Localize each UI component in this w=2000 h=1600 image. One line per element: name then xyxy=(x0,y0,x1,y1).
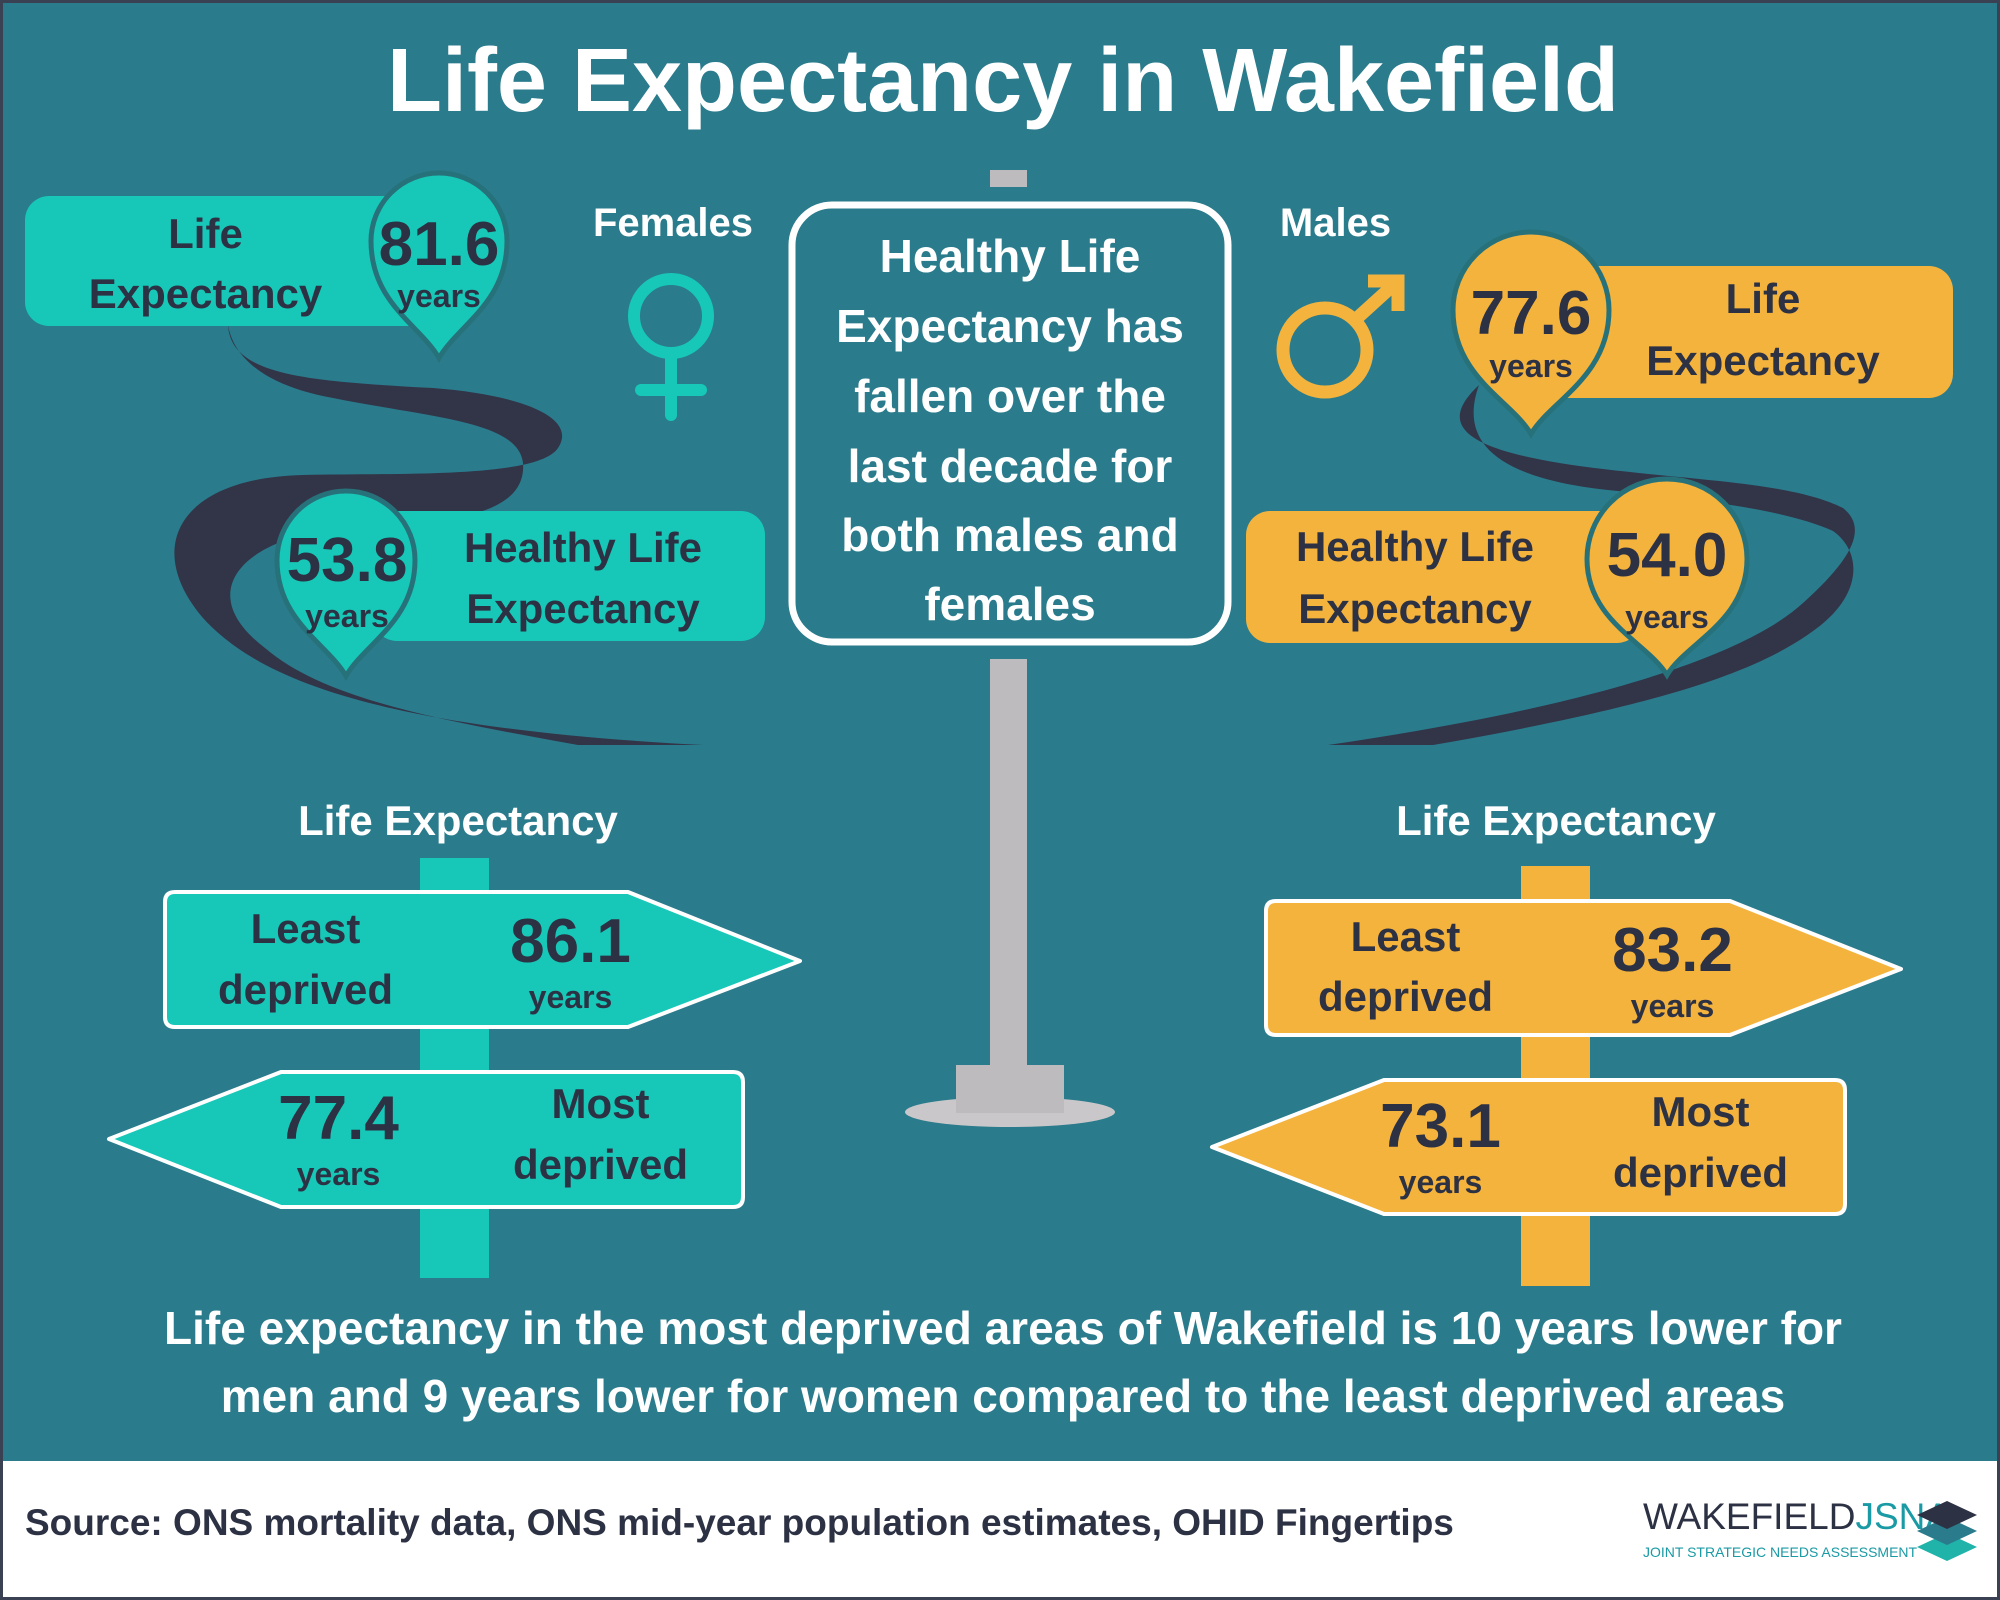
logo-subtitle: JOINT STRATEGIC NEEDS ASSESSMENT xyxy=(1643,1544,1918,1560)
sign-line-2: Expectancy has xyxy=(836,300,1184,352)
female-le-pin xyxy=(368,170,510,364)
female-least-value: 86.1 xyxy=(510,907,631,976)
male-least-unit: years xyxy=(1630,988,1715,1024)
male-le-unit: years xyxy=(1489,348,1573,384)
female-le-label-line1: Life xyxy=(168,210,243,257)
male-deprivation-heading: Life Expectancy xyxy=(1396,797,1716,844)
female-most-label-line1: Most xyxy=(551,1080,650,1127)
female-most-deprived-arrow xyxy=(107,1070,745,1209)
sign-line-4: last decade for xyxy=(847,440,1173,492)
male-le-pin xyxy=(1450,229,1612,440)
male-symbol-icon xyxy=(1276,274,1405,399)
male-least-deprived-arrow xyxy=(1264,899,1903,1037)
sign-line-1: Healthy Life xyxy=(879,230,1141,282)
male-hle-value: 54.0 xyxy=(1606,521,1728,590)
sign-line-6: females xyxy=(924,578,1096,630)
male-least-value: 83.2 xyxy=(1612,916,1733,985)
sign-post-base xyxy=(956,1065,1064,1113)
female-le-unit: years xyxy=(397,278,481,314)
female-least-label-line1: Least xyxy=(250,905,361,952)
male-most-label-line2: deprived xyxy=(1612,1149,1789,1196)
footer-source: Source: ONS mortality data, ONS mid-year… xyxy=(25,1502,1454,1543)
footer: Source: ONS mortality data, ONS mid-year… xyxy=(3,1461,1997,1597)
stacked-layers-icon xyxy=(1917,1501,1977,1561)
male-hle-pin xyxy=(1584,476,1750,680)
female-hle-label-line1: Healthy Life xyxy=(463,524,703,571)
male-hle-label-line2: Expectancy xyxy=(1298,585,1532,632)
female-hle-value: 53.8 xyxy=(286,526,408,595)
female-hle-label-line2: Expectancy xyxy=(466,585,700,632)
male-least-label-line2: deprived xyxy=(1317,973,1494,1020)
female-least-label-line2: deprived xyxy=(217,966,394,1013)
female-le-label-bg xyxy=(25,196,437,326)
male-most-value: 73.1 xyxy=(1380,1092,1501,1161)
sign-line-3: fallen over the xyxy=(854,370,1166,422)
sign-post xyxy=(990,659,1027,1069)
female-deprivation-heading: Life Expectancy xyxy=(298,797,618,844)
female-least-unit: years xyxy=(528,979,613,1015)
male-hle-label-bg xyxy=(1246,511,1641,643)
female-le-value: 81.6 xyxy=(378,210,500,279)
male-least-label-line1: Least xyxy=(1350,913,1461,960)
male-most-deprived-arrow xyxy=(1210,1078,1847,1216)
female-le-label-line2: Expectancy xyxy=(88,270,323,317)
male-road xyxy=(1328,385,1855,745)
summary-line-1: Life expectancy in the most deprived are… xyxy=(164,1302,1842,1354)
female-hle-pin xyxy=(274,488,418,682)
male-hle-label-line1: Healthy Life xyxy=(1295,523,1535,570)
sign-post-top xyxy=(990,170,1027,187)
female-symbol-icon xyxy=(628,273,714,421)
sign-line-5: both males and xyxy=(841,509,1179,561)
infographic-graphics xyxy=(25,170,1953,1286)
sign-board xyxy=(788,201,1232,646)
male-most-label-line1: Most xyxy=(1651,1088,1750,1135)
females-heading: Females xyxy=(592,201,754,245)
female-hle-unit: years xyxy=(305,598,389,634)
male-le-value: 77.6 xyxy=(1470,279,1592,348)
male-le-label-line2: Expectancy xyxy=(1646,337,1880,384)
logo-wordmark: WAKEFIELDJSNA xyxy=(1643,1495,1950,1539)
female-least-deprived-arrow xyxy=(163,890,802,1029)
male-most-unit: years xyxy=(1398,1164,1483,1200)
male-hle-unit: years xyxy=(1625,599,1709,635)
page-title: Life Expectancy in Wakefield xyxy=(386,31,1620,131)
summary-line-2: men and 9 years lower for women compared… xyxy=(220,1370,1786,1422)
female-hle-label-bg xyxy=(373,511,765,641)
logo-word-wakefield: WAKEFIELD xyxy=(1643,1496,1856,1537)
male-le-label-bg xyxy=(1535,266,1953,398)
males-heading: Males xyxy=(1279,201,1392,245)
female-most-label-line2: deprived xyxy=(512,1141,689,1188)
female-most-unit: years xyxy=(296,1156,381,1192)
female-most-value: 77.4 xyxy=(278,1084,399,1153)
male-le-label-line1: Life xyxy=(1725,275,1801,322)
